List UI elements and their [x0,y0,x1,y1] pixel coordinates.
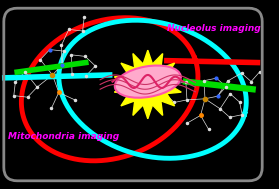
Text: Nucleolus imaging: Nucleolus imaging [167,24,261,33]
Text: Mitochondria imaging: Mitochondria imaging [8,132,119,141]
Ellipse shape [115,66,181,98]
Polygon shape [114,50,181,119]
